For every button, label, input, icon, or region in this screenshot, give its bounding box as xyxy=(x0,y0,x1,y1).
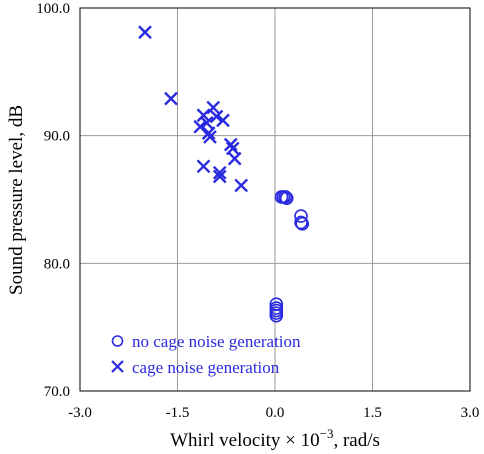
data-point-x xyxy=(225,141,240,156)
data-point-x xyxy=(209,109,224,124)
data-point-x xyxy=(216,113,230,128)
data-point-x xyxy=(199,116,214,130)
legend-circle-marker xyxy=(111,335,124,347)
legend-x-marker xyxy=(111,360,124,373)
data-points xyxy=(138,25,310,323)
y-tick-label: 90.0 xyxy=(44,129,70,145)
y-tick-label: 80.0 xyxy=(44,256,70,272)
data-point-x xyxy=(227,151,242,166)
axis-ticks: -3.0 -1.5 0.0 1.5 3.0 70.0 80.0 90.0 100.0 xyxy=(36,1,479,421)
x-tick-label: 0.0 xyxy=(266,405,285,421)
data-point-x xyxy=(196,108,211,123)
data-point-circle xyxy=(279,191,294,206)
x-axis-title: Whirl velocity × 10−3, rad/s xyxy=(170,426,380,451)
data-point-circle xyxy=(278,190,293,204)
data-point-circle xyxy=(294,215,308,230)
x-tick-label: 3.0 xyxy=(461,405,480,421)
data-point-circle xyxy=(269,308,284,323)
data-point-x xyxy=(138,25,152,40)
data-point-circle xyxy=(294,209,308,223)
grid-lines xyxy=(80,8,470,391)
data-point-x xyxy=(164,91,178,106)
y-axis-title: Sound pressure level, dB xyxy=(6,105,27,295)
data-point-x xyxy=(223,137,238,152)
data-point-x xyxy=(203,130,217,144)
x-tick-label: -3.0 xyxy=(68,405,92,421)
data-point-x xyxy=(212,165,227,180)
legend-label-no-cage-noise: no cage noise generation xyxy=(132,332,301,351)
data-point-x xyxy=(234,178,249,193)
data-point-x xyxy=(196,159,211,174)
data-point-circle xyxy=(295,216,310,231)
x-tick-label: 1.5 xyxy=(363,405,382,421)
x-tick-label: -1.5 xyxy=(166,405,190,421)
data-point-x xyxy=(201,126,216,140)
legend: no cage noise generation cage noise gene… xyxy=(111,332,301,377)
y-tick-label: 70.0 xyxy=(44,384,70,400)
data-point-x xyxy=(206,100,221,115)
y-tick-label: 100.0 xyxy=(36,1,70,17)
legend-label-cage-noise: cage noise generation xyxy=(132,358,280,377)
data-point-x xyxy=(212,169,227,184)
plot-area xyxy=(79,7,471,392)
